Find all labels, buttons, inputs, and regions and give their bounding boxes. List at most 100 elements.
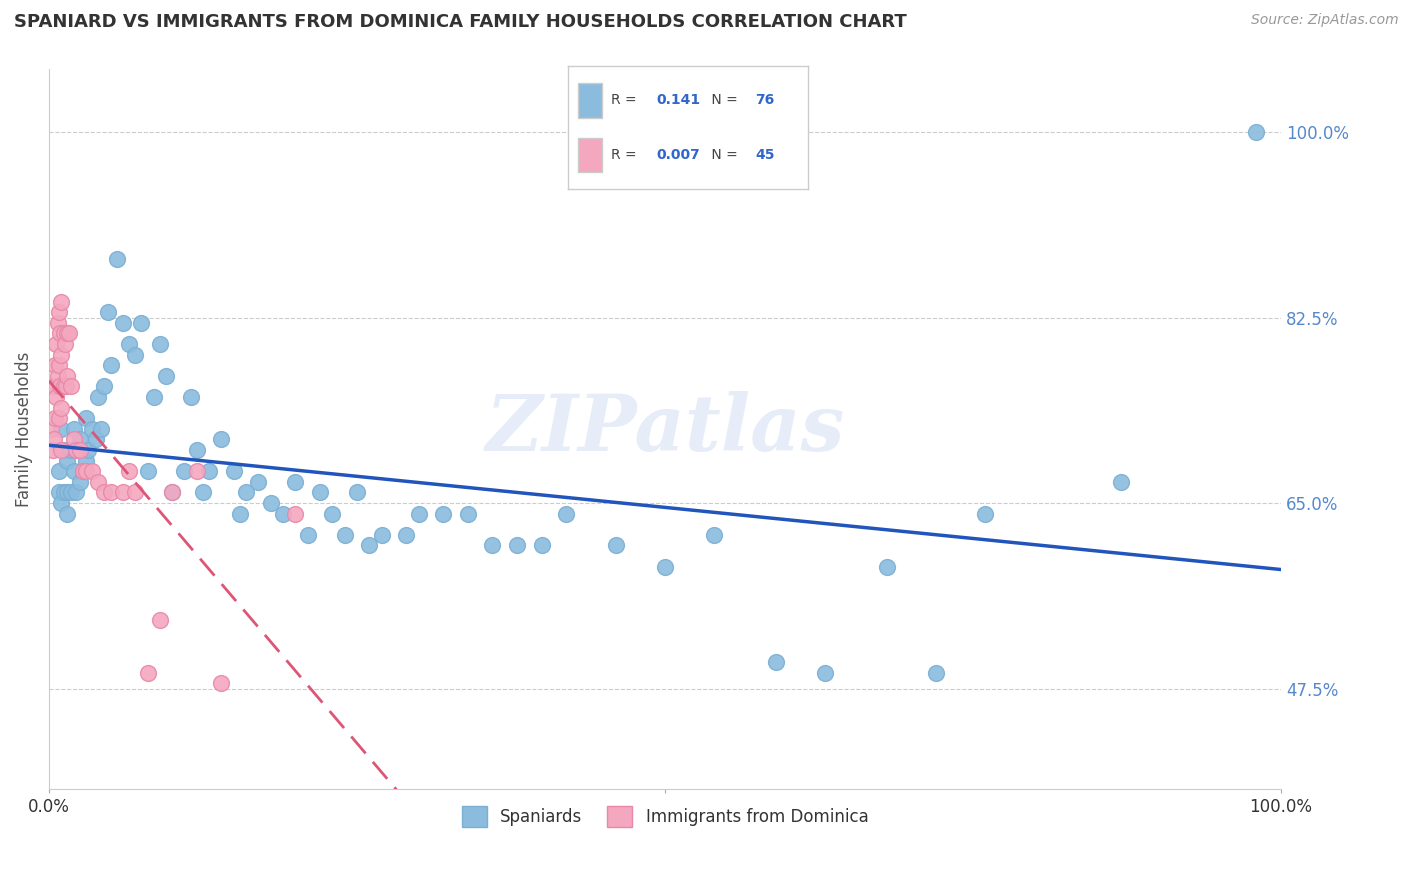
Point bbox=[69, 433, 91, 447]
Point bbox=[284, 507, 307, 521]
Point bbox=[974, 507, 997, 521]
Point bbox=[49, 326, 72, 341]
Point bbox=[1246, 125, 1268, 139]
Point bbox=[48, 411, 70, 425]
Point bbox=[56, 485, 79, 500]
Point bbox=[124, 485, 146, 500]
Text: 45: 45 bbox=[755, 148, 775, 161]
Point bbox=[124, 348, 146, 362]
Point bbox=[186, 443, 208, 458]
Point bbox=[260, 496, 283, 510]
Point bbox=[284, 475, 307, 489]
Point bbox=[297, 528, 319, 542]
Point bbox=[87, 475, 110, 489]
Point bbox=[51, 443, 73, 458]
Point bbox=[173, 464, 195, 478]
Point bbox=[65, 485, 87, 500]
Point bbox=[211, 433, 233, 447]
Point bbox=[97, 305, 120, 319]
Text: 0.007: 0.007 bbox=[657, 148, 700, 161]
Point bbox=[333, 528, 356, 542]
Point bbox=[62, 422, 84, 436]
Point bbox=[48, 305, 70, 319]
Point bbox=[72, 464, 94, 478]
Point bbox=[814, 665, 837, 680]
Point bbox=[52, 443, 75, 458]
Point bbox=[370, 528, 392, 542]
FancyBboxPatch shape bbox=[578, 137, 602, 172]
Point bbox=[321, 507, 343, 521]
Point bbox=[41, 443, 63, 458]
Point bbox=[44, 359, 66, 373]
Legend: Spaniards, Immigrants from Dominica: Spaniards, Immigrants from Dominica bbox=[453, 798, 876, 835]
Point bbox=[136, 665, 159, 680]
Point bbox=[41, 422, 63, 436]
Point bbox=[395, 528, 418, 542]
Point bbox=[131, 316, 153, 330]
Point bbox=[49, 379, 72, 393]
Text: R =: R = bbox=[612, 94, 641, 107]
Point bbox=[93, 379, 115, 393]
Point bbox=[142, 390, 165, 404]
Point bbox=[69, 443, 91, 458]
Point bbox=[56, 368, 79, 383]
Point bbox=[62, 464, 84, 478]
Point bbox=[149, 613, 172, 627]
Point bbox=[605, 538, 627, 552]
Point bbox=[46, 316, 69, 330]
Point bbox=[118, 337, 141, 351]
Point bbox=[481, 538, 503, 552]
Point bbox=[62, 433, 84, 447]
Point bbox=[77, 443, 100, 458]
Point bbox=[52, 485, 75, 500]
Point bbox=[45, 337, 67, 351]
Point bbox=[56, 453, 79, 467]
Point bbox=[247, 475, 270, 489]
Point bbox=[51, 401, 73, 415]
Point bbox=[111, 485, 134, 500]
Point bbox=[60, 379, 83, 393]
Point bbox=[84, 433, 107, 447]
Point bbox=[105, 252, 128, 267]
Point bbox=[555, 507, 578, 521]
Point bbox=[359, 538, 381, 552]
Point bbox=[100, 359, 122, 373]
Text: Source: ZipAtlas.com: Source: ZipAtlas.com bbox=[1251, 13, 1399, 28]
Point bbox=[65, 443, 87, 458]
Point bbox=[149, 337, 172, 351]
Point bbox=[925, 665, 948, 680]
Point bbox=[58, 326, 80, 341]
Point bbox=[51, 422, 73, 436]
Text: R =: R = bbox=[612, 148, 641, 161]
FancyBboxPatch shape bbox=[578, 83, 602, 118]
Point bbox=[52, 326, 75, 341]
Point bbox=[186, 464, 208, 478]
Point bbox=[75, 411, 97, 425]
Point bbox=[229, 507, 252, 521]
Point bbox=[80, 422, 103, 436]
Point bbox=[80, 464, 103, 478]
Point bbox=[408, 507, 430, 521]
Point bbox=[55, 379, 77, 393]
Point bbox=[876, 559, 898, 574]
Point bbox=[235, 485, 257, 500]
Point bbox=[93, 485, 115, 500]
Point bbox=[42, 379, 65, 393]
Point bbox=[52, 379, 75, 393]
Point bbox=[198, 464, 221, 478]
Point bbox=[48, 485, 70, 500]
Point bbox=[72, 464, 94, 478]
Point bbox=[211, 676, 233, 690]
Point bbox=[271, 507, 294, 521]
Point bbox=[56, 326, 79, 341]
Text: SPANIARD VS IMMIGRANTS FROM DOMINICA FAMILY HOUSEHOLDS CORRELATION CHART: SPANIARD VS IMMIGRANTS FROM DOMINICA FAM… bbox=[14, 13, 907, 31]
Text: 76: 76 bbox=[755, 94, 775, 107]
Y-axis label: Family Households: Family Households bbox=[15, 351, 32, 507]
Point bbox=[100, 485, 122, 500]
Point bbox=[180, 390, 202, 404]
Point bbox=[90, 422, 112, 436]
Point bbox=[69, 475, 91, 489]
Point bbox=[51, 294, 73, 309]
Point bbox=[309, 485, 332, 500]
Point bbox=[87, 390, 110, 404]
